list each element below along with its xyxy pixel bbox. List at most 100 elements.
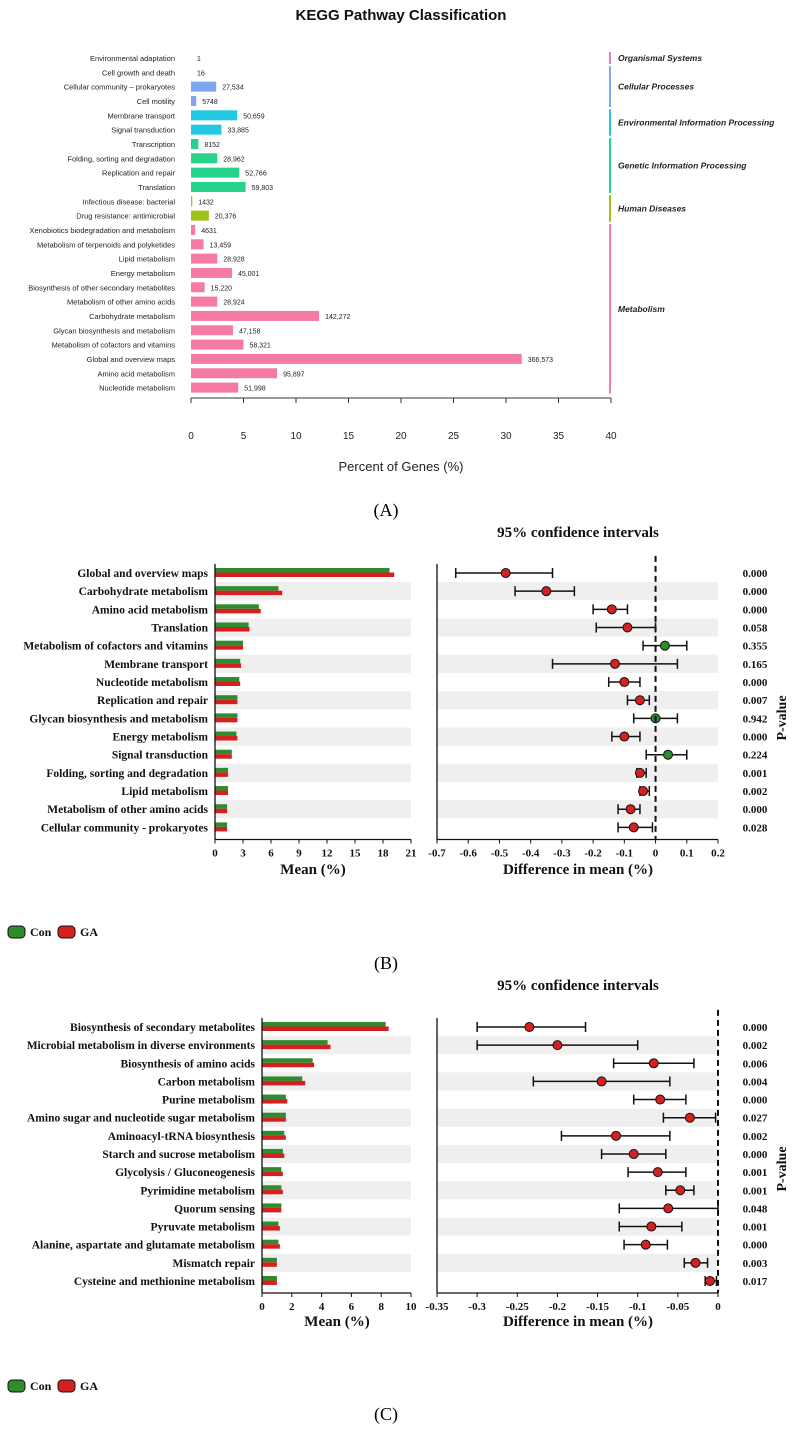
row-stripe xyxy=(437,1144,718,1164)
con-bar xyxy=(262,1094,286,1100)
category-label: Global and overview maps xyxy=(87,355,176,364)
ga-bar xyxy=(262,1262,277,1267)
ci-point xyxy=(638,786,649,797)
bar-value-label: 15,220 xyxy=(211,285,233,292)
pvalue-label: 0.224 xyxy=(743,750,768,762)
panel-c-label: (C) xyxy=(374,1404,398,1425)
left-x-tick-label: 4 xyxy=(319,1301,325,1313)
panel-a-groups: Organismal Systems Cellular Processes Envi… xyxy=(609,52,775,394)
row-label: Amino acid metabolism xyxy=(92,604,209,616)
bar-value-label: 58,321 xyxy=(250,343,272,350)
ci-point xyxy=(611,1130,622,1141)
bar-value-label: 45,001 xyxy=(238,271,260,278)
bar-value-label: 1 xyxy=(197,56,201,63)
category-label: Metabolism of cofactors and vitamins xyxy=(52,341,176,350)
category-label: Cell motility xyxy=(137,97,176,106)
con-bar xyxy=(215,586,279,591)
row-stripe xyxy=(215,618,411,637)
row-stripe xyxy=(215,800,411,819)
pvalue-label: 0.000 xyxy=(743,1149,768,1161)
bar-value-label: 27,534 xyxy=(222,85,244,92)
row-stripe xyxy=(437,1181,718,1200)
pvalue-label: 0.355 xyxy=(743,641,768,653)
row-label: Biosynthesis of amino acids xyxy=(120,1058,255,1070)
row-label: Lipid metabolism xyxy=(121,786,208,798)
ga-bar xyxy=(215,681,241,687)
legend-ga-swatch xyxy=(57,1379,76,1393)
pvalue-label: 0.028 xyxy=(743,822,768,834)
x-tick-label: 10 xyxy=(290,431,302,442)
ga-bar xyxy=(215,572,395,577)
right-x-tick-label: -0.6 xyxy=(460,847,478,859)
bar xyxy=(191,224,196,235)
right-x-tick-label: -0.25 xyxy=(506,1301,529,1313)
ga-bar xyxy=(262,1044,331,1050)
row-label: Carbohydrate metabolism xyxy=(79,586,209,598)
ga-bar xyxy=(215,627,250,632)
ci-point xyxy=(663,749,674,760)
legend-con-swatch xyxy=(7,925,26,939)
pvalue-label: 0.027 xyxy=(743,1113,768,1125)
pvalue-label: 0.000 xyxy=(743,604,768,616)
row-label: Cellular community - prokaryotes xyxy=(41,822,209,834)
right-x-tick-label: -0.1 xyxy=(629,1301,646,1313)
bar-value-label: 1432 xyxy=(198,199,214,206)
ga-bar xyxy=(215,790,229,796)
row-stripe xyxy=(215,763,411,782)
right-x-tick-label: -0.4 xyxy=(522,847,540,859)
ci-point xyxy=(500,568,511,578)
category-label: Infectious disease: bacterial xyxy=(82,197,175,206)
ga-bar xyxy=(262,1062,315,1068)
ci-point xyxy=(619,731,630,742)
con-bar xyxy=(262,1239,279,1245)
bar xyxy=(191,110,238,121)
right-x-tick-label: 0.2 xyxy=(711,847,725,859)
row-label: Alanine, aspartate and glutamate metabol… xyxy=(32,1240,256,1252)
x-tick-label: 15 xyxy=(343,431,355,442)
ga-bar xyxy=(262,1171,283,1177)
row-stripe xyxy=(262,1181,411,1200)
right-x-tick-label: -0.1 xyxy=(616,847,633,859)
row-stripe xyxy=(262,1253,411,1272)
bar xyxy=(191,153,218,164)
ga-bar xyxy=(215,590,283,596)
ci-point xyxy=(596,1076,607,1087)
con-bar xyxy=(215,713,238,718)
con-bar xyxy=(215,568,390,573)
pvalue-label: 0.003 xyxy=(743,1258,768,1270)
row-stripe xyxy=(437,763,718,782)
pvalue-label: 0.006 xyxy=(743,1058,768,1070)
ci-point xyxy=(609,658,620,669)
right-x-tick-label: 0 xyxy=(715,1301,721,1313)
x-tick-label: 40 xyxy=(605,431,617,442)
row-stripe xyxy=(437,691,718,710)
category-label: Signal transduction xyxy=(111,126,175,135)
pvalue-label: 0.000 xyxy=(743,732,768,744)
ga-bar xyxy=(215,772,229,777)
panel-c-mean-label: Mean (%) xyxy=(304,1314,369,1330)
right-x-tick-label: 0 xyxy=(653,847,659,859)
row-label: Pyrimidine metabolism xyxy=(140,1185,255,1197)
ci-point xyxy=(663,1203,674,1214)
panel-a-bars: Environmental adaptation 1 Cell growth and… xyxy=(28,54,553,393)
bar xyxy=(191,95,197,106)
ci-point xyxy=(628,1148,639,1159)
bar xyxy=(191,339,244,350)
pvalue-label: 0.165 xyxy=(743,659,768,671)
pvalue-label: 0.000 xyxy=(743,804,768,816)
ci-point xyxy=(646,1221,657,1232)
category-label: Cellular community – prokaryotes xyxy=(64,83,176,92)
row-stripe xyxy=(437,618,718,637)
category-label: Cell growth and death xyxy=(102,68,175,77)
panel-c-ci-title: 95% confidence intervals xyxy=(497,978,659,994)
ci-point xyxy=(541,586,552,597)
ga-bar xyxy=(215,608,261,614)
bar xyxy=(191,282,205,293)
row-stripe xyxy=(437,800,718,819)
panel-a-x-axis: 0 5 10 15 20 25 30 35 40 xyxy=(188,397,617,442)
row-label: Replication and repair xyxy=(97,695,208,707)
right-x-tick-label: 0.1 xyxy=(680,847,694,859)
category-label: Membrane transport xyxy=(107,111,175,120)
con-bar xyxy=(262,1130,285,1136)
